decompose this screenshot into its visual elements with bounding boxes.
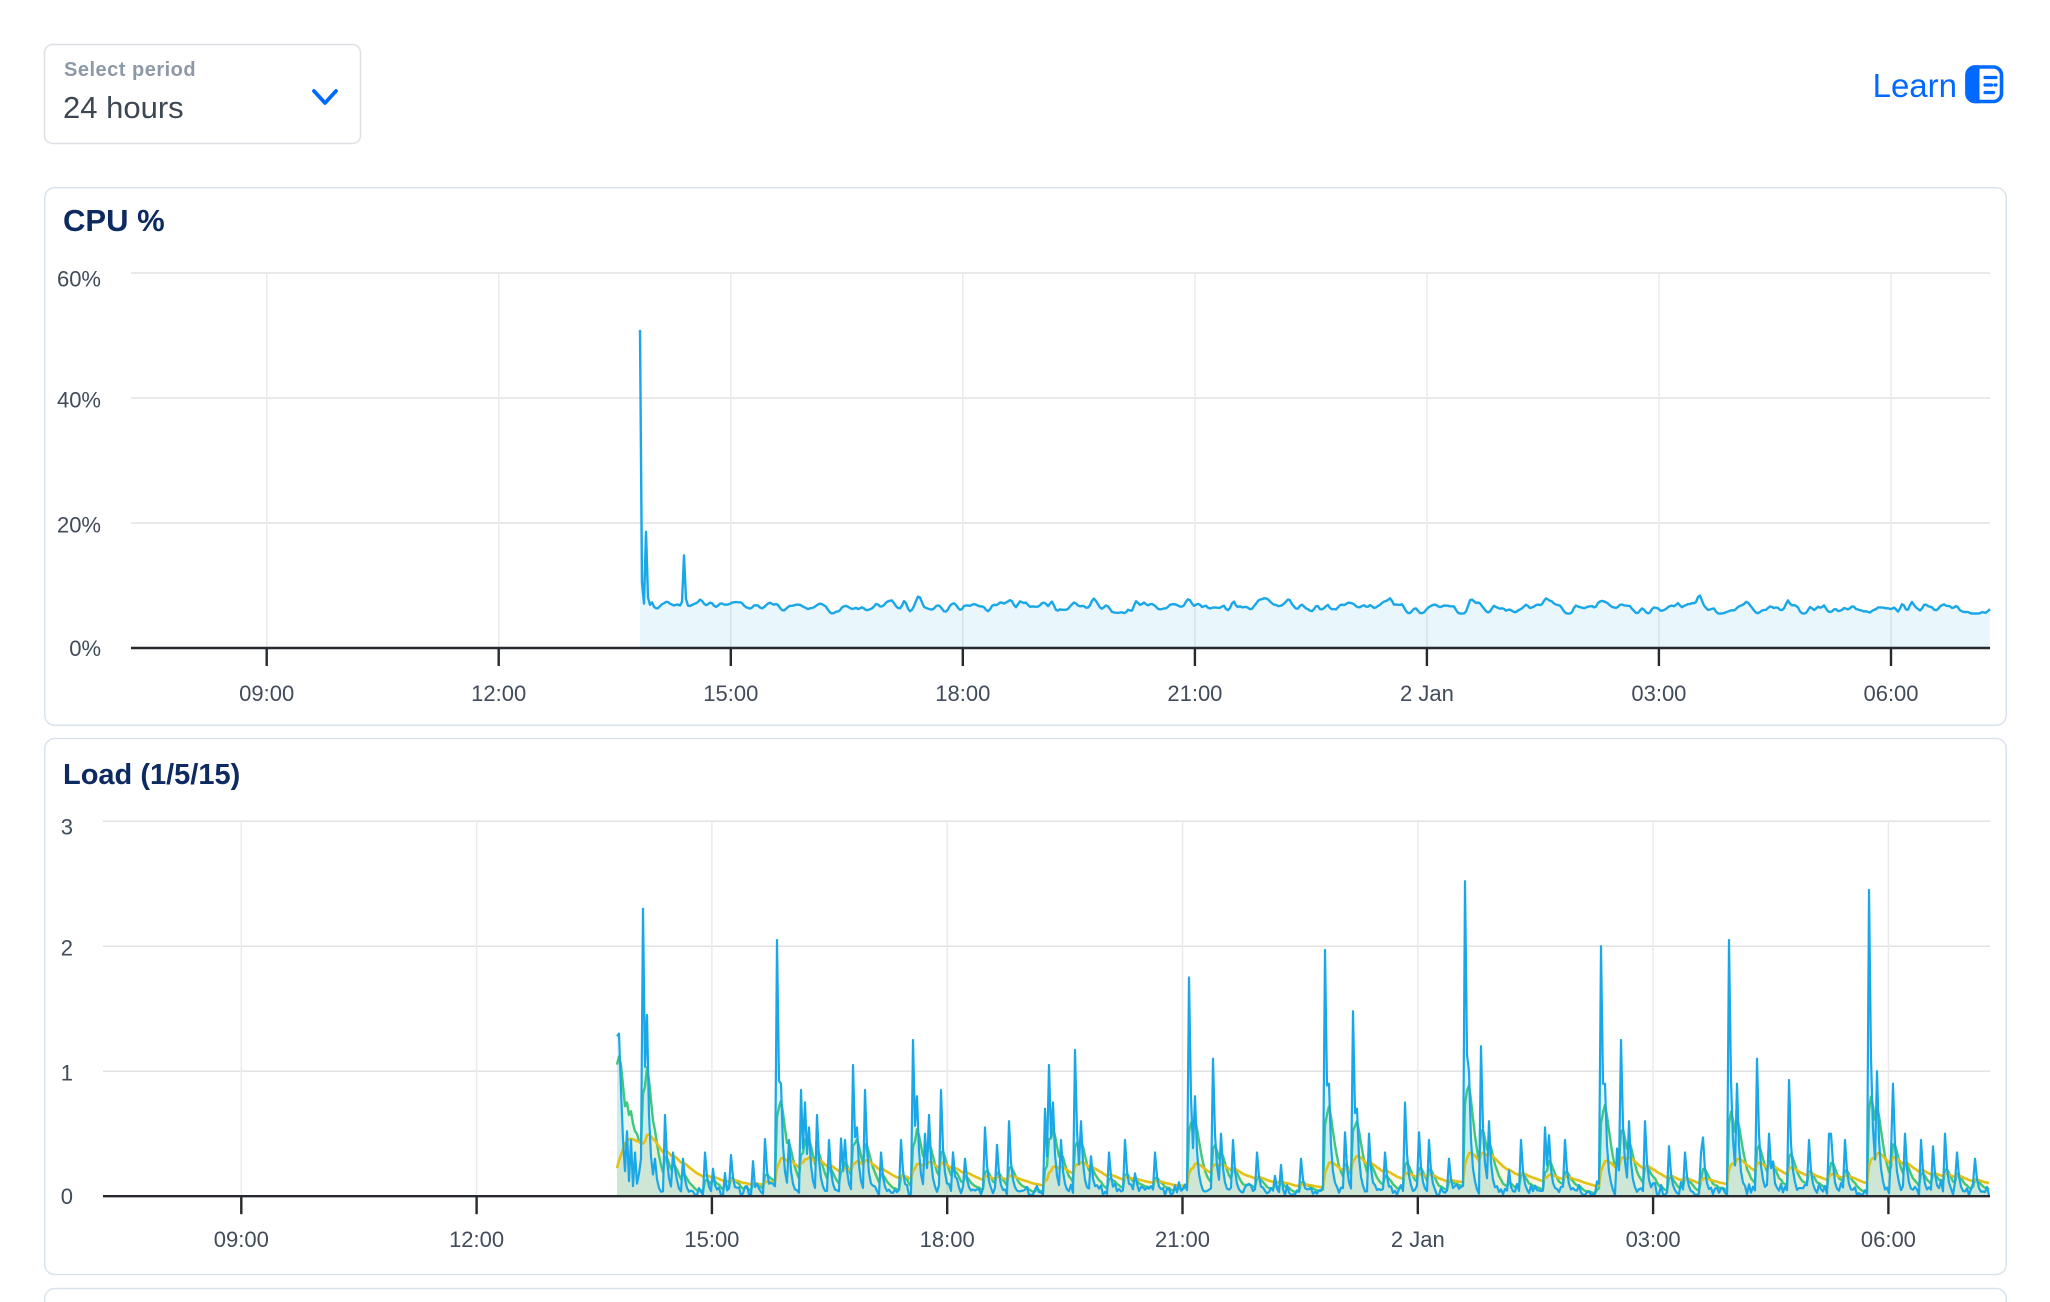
- svg-text:CPU %: CPU %: [63, 203, 165, 238]
- svg-text:Select period: Select period: [64, 59, 196, 81]
- svg-text:20%: 20%: [57, 513, 101, 538]
- svg-text:2 Jan: 2 Jan: [1391, 1227, 1445, 1252]
- svg-text:1: 1: [61, 1061, 73, 1086]
- svg-text:18:00: 18:00: [935, 681, 990, 706]
- svg-text:06:00: 06:00: [1861, 1227, 1916, 1252]
- svg-text:0%: 0%: [69, 636, 101, 661]
- svg-text:40%: 40%: [57, 388, 101, 413]
- svg-text:15:00: 15:00: [703, 681, 758, 706]
- svg-text:03:00: 03:00: [1631, 681, 1686, 706]
- svg-text:2: 2: [61, 936, 73, 961]
- svg-text:15:00: 15:00: [684, 1227, 739, 1252]
- svg-text:3: 3: [61, 815, 73, 840]
- svg-text:12:00: 12:00: [471, 681, 526, 706]
- svg-text:18:00: 18:00: [920, 1227, 975, 1252]
- svg-text:Learn: Learn: [1873, 67, 1957, 104]
- svg-text:Load (1/5/15): Load (1/5/15): [63, 759, 240, 791]
- svg-text:21:00: 21:00: [1155, 1227, 1210, 1252]
- svg-text:06:00: 06:00: [1863, 681, 1918, 706]
- svg-text:09:00: 09:00: [214, 1227, 269, 1252]
- svg-text:24 hours: 24 hours: [63, 90, 184, 125]
- svg-text:03:00: 03:00: [1626, 1227, 1681, 1252]
- svg-text:21:00: 21:00: [1167, 681, 1222, 706]
- svg-text:2 Jan: 2 Jan: [1400, 681, 1454, 706]
- svg-text:0: 0: [61, 1184, 73, 1209]
- svg-text:60%: 60%: [57, 267, 101, 292]
- svg-text:12:00: 12:00: [449, 1227, 504, 1252]
- svg-text:09:00: 09:00: [239, 681, 294, 706]
